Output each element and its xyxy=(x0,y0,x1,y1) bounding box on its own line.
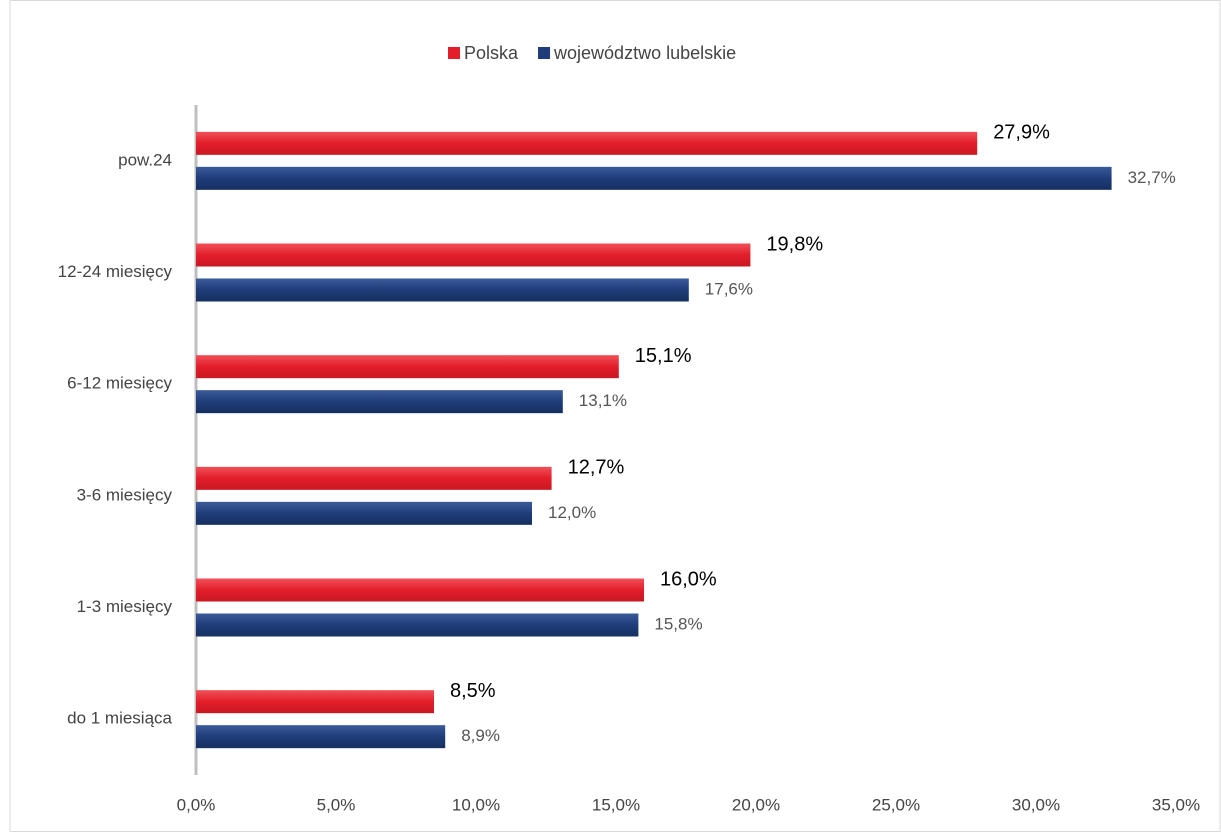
legend-label: województwo lubelskie xyxy=(553,43,736,63)
legend-swatch xyxy=(538,47,551,59)
bar xyxy=(196,390,563,414)
x-tick-label: 10,0% xyxy=(452,795,500,814)
x-tick-label: 25,0% xyxy=(872,795,920,814)
bar xyxy=(196,243,751,267)
bar xyxy=(196,578,644,602)
bar xyxy=(196,725,446,749)
bar xyxy=(196,166,1112,190)
value-label: 15,1% xyxy=(635,345,692,367)
value-label: 8,9% xyxy=(461,726,500,745)
bar xyxy=(196,501,532,525)
y-tick-label: do 1 miesiąca xyxy=(67,709,172,728)
value-label: 13,1% xyxy=(579,391,627,410)
value-label: 32,7% xyxy=(1128,168,1176,187)
y-tick-label: 12-24 miesięcy xyxy=(58,262,173,281)
x-tick-label: 20,0% xyxy=(732,795,780,814)
x-tick-label: 15,0% xyxy=(592,795,640,814)
bar xyxy=(196,690,434,714)
bar xyxy=(196,613,639,637)
value-label: 27,9% xyxy=(993,122,1050,144)
y-tick-label: 3-6 miesięcy xyxy=(77,485,173,504)
value-label: 19,8% xyxy=(766,233,823,255)
value-label: 17,6% xyxy=(705,279,753,298)
legend-label: Polska xyxy=(464,43,519,63)
bar xyxy=(196,466,552,490)
x-tick-label: 35,0% xyxy=(1152,795,1200,814)
x-tick-label: 0,0% xyxy=(177,795,216,814)
value-label: 12,0% xyxy=(548,503,596,522)
value-label: 15,8% xyxy=(654,614,702,633)
x-tick-label: 30,0% xyxy=(1012,795,1060,814)
x-tick-label: 5,0% xyxy=(317,795,356,814)
bar xyxy=(196,278,689,302)
value-label: 8,5% xyxy=(450,680,496,702)
value-label: 12,7% xyxy=(568,457,625,479)
y-tick-label: 6-12 miesięcy xyxy=(67,374,172,393)
legend-swatch xyxy=(448,47,460,59)
y-tick-label: pow.24 xyxy=(118,150,172,169)
y-tick-label: 1-3 miesięcy xyxy=(77,597,173,616)
value-label: 16,0% xyxy=(660,568,717,590)
bar xyxy=(196,355,619,379)
bar xyxy=(196,131,978,155)
